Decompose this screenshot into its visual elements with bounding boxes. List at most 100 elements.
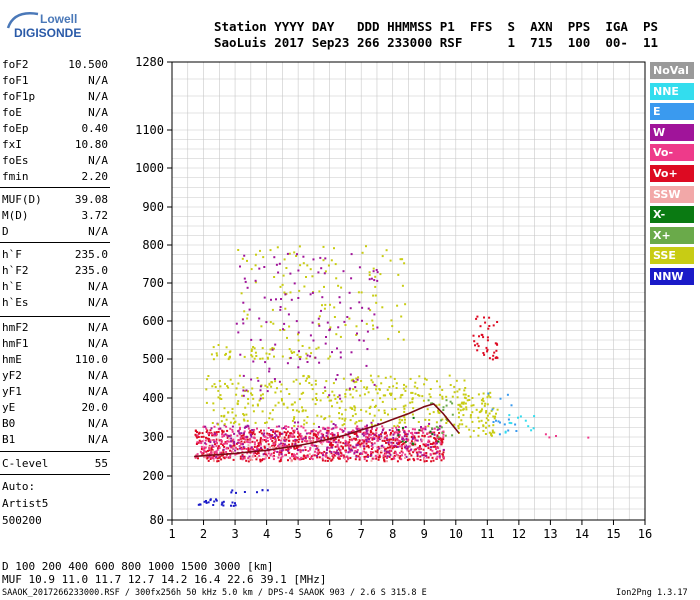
echo-point	[229, 454, 232, 457]
echo-point	[362, 445, 365, 448]
echo-point	[342, 447, 344, 450]
echo-point	[356, 435, 359, 438]
echo-point	[240, 434, 243, 437]
echo-point	[449, 384, 452, 386]
x-tick-label: 15	[606, 527, 620, 541]
echo-point	[353, 409, 356, 412]
echo-point	[252, 397, 255, 400]
echo-point	[245, 436, 248, 438]
echo-point	[373, 383, 376, 386]
echo-point	[238, 441, 241, 444]
echo-point	[339, 441, 342, 444]
echo-point	[434, 452, 437, 455]
echo-point	[355, 432, 358, 435]
echo-point	[386, 455, 389, 458]
echo-point	[344, 408, 347, 411]
echo-point	[203, 446, 206, 449]
echo-point	[355, 389, 358, 392]
echo-point	[262, 433, 265, 436]
param-fmin: fmin 2.20	[2, 170, 108, 186]
echo-point	[368, 278, 371, 281]
echo-point	[247, 441, 250, 444]
echo-point	[251, 429, 254, 432]
echo-point	[242, 413, 245, 415]
echo-point	[376, 326, 379, 329]
param-value: 110.0	[74, 353, 108, 366]
echo-point	[209, 441, 212, 444]
echo-point	[199, 503, 202, 506]
echo-point	[342, 454, 345, 457]
y-tick-label: 300	[142, 430, 164, 444]
echo-point	[262, 453, 265, 456]
echo-point	[404, 431, 407, 434]
param-key: foEs	[2, 154, 29, 167]
echo-point	[339, 351, 342, 354]
echo-point	[467, 395, 470, 397]
echo-point	[285, 425, 288, 428]
echo-point	[444, 434, 447, 437]
echo-point	[364, 433, 367, 436]
param-hmf1: hmF1 N/A	[2, 337, 108, 353]
echo-point	[457, 425, 460, 427]
echo-point	[205, 401, 208, 404]
echo-point	[471, 420, 474, 423]
echo-point	[418, 451, 421, 453]
echo-point	[469, 435, 472, 438]
echo-point	[385, 249, 388, 252]
echo-point	[370, 442, 373, 445]
echo-point	[319, 399, 322, 402]
echo-point	[297, 339, 300, 342]
echo-point	[381, 425, 384, 428]
echo-point	[215, 498, 217, 501]
echo-point	[210, 427, 213, 430]
echo-point	[200, 435, 203, 438]
echo-point	[278, 380, 281, 383]
echo-point	[239, 428, 241, 431]
echo-point	[373, 414, 376, 417]
echo-point	[433, 431, 436, 434]
echo-point	[362, 442, 365, 445]
info-line: Auto:	[2, 480, 36, 493]
echo-point	[243, 430, 246, 433]
echo-point	[278, 451, 281, 454]
echo-point	[278, 435, 281, 438]
echo-point	[430, 446, 432, 449]
echo-point	[322, 245, 325, 248]
echo-point	[401, 436, 404, 439]
echo-point	[317, 449, 320, 452]
echo-point	[333, 306, 336, 309]
echo-point	[276, 387, 278, 390]
echo-point	[405, 455, 408, 458]
echo-point	[365, 435, 368, 438]
echo-point	[455, 379, 458, 382]
echo-point	[266, 386, 269, 389]
echo-point	[229, 427, 232, 430]
echo-point	[281, 444, 284, 447]
echo-point	[231, 439, 234, 442]
echo-point	[393, 457, 396, 460]
echo-point	[291, 352, 294, 354]
echo-point	[225, 456, 228, 459]
echo-point	[265, 321, 268, 324]
x-tick-label: 3	[231, 527, 238, 541]
echo-point	[397, 426, 400, 428]
echo-point	[428, 419, 431, 421]
echo-point	[279, 439, 282, 442]
echo-point	[293, 435, 296, 438]
echo-point	[237, 400, 240, 403]
echo-point	[397, 441, 400, 444]
echo-point	[406, 439, 409, 442]
echo-point	[429, 448, 432, 451]
y-tick-label: 200	[142, 469, 164, 483]
echo-point	[377, 458, 380, 461]
echo-point	[299, 445, 302, 448]
echo-point	[202, 435, 205, 438]
echo-point	[485, 411, 487, 414]
echo-point	[372, 270, 375, 273]
echo-point	[409, 377, 412, 380]
echo-point	[281, 432, 284, 435]
echo-point	[389, 449, 392, 452]
echo-point	[310, 440, 313, 443]
echo-point	[270, 435, 273, 438]
echo-point	[349, 431, 352, 434]
